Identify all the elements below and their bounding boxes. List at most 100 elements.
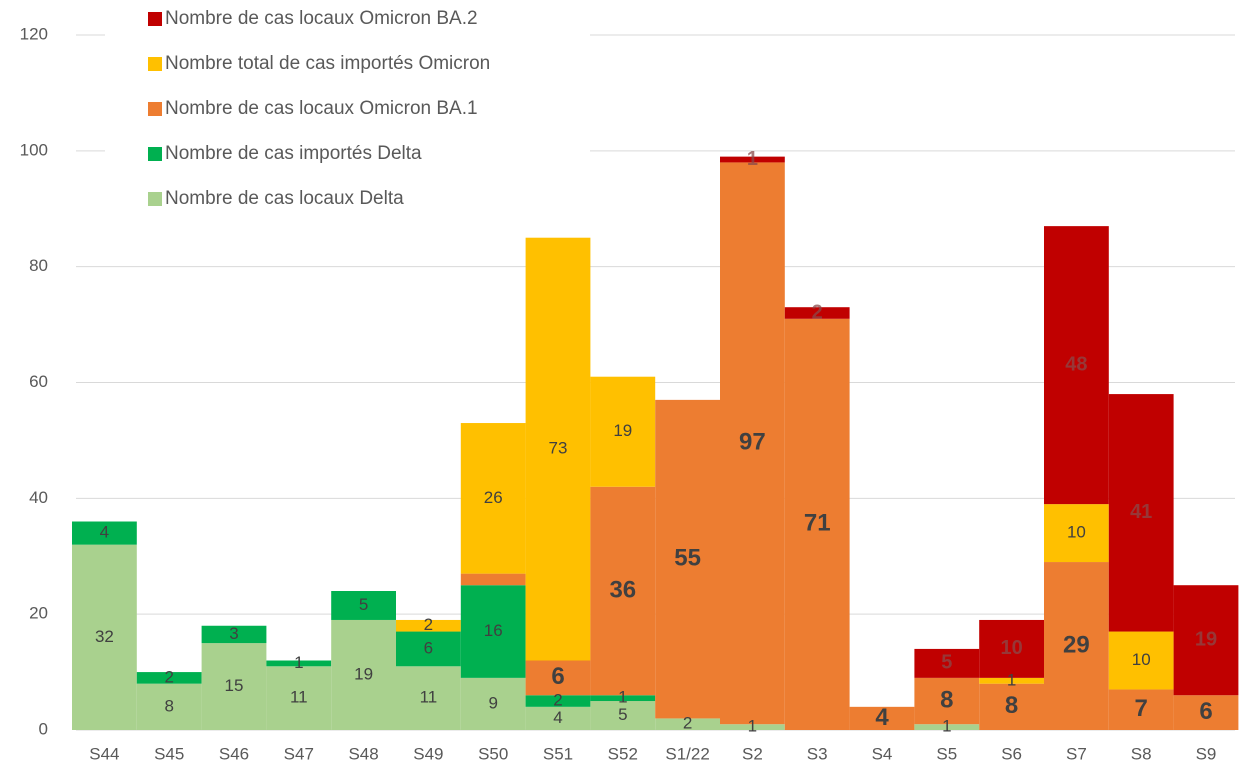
data-label: 19 xyxy=(613,421,632,440)
data-label: 36 xyxy=(609,576,636,603)
bar-segment xyxy=(396,666,461,730)
bar-segment xyxy=(1044,504,1109,563)
bar-segment xyxy=(1044,562,1109,730)
bar-segment xyxy=(396,631,461,667)
legend-swatch xyxy=(148,12,162,26)
data-label: 4 xyxy=(100,523,109,542)
bar-segment xyxy=(460,677,526,730)
bar-segment xyxy=(914,677,980,725)
data-label: 29 xyxy=(1063,631,1090,658)
bar-segment xyxy=(720,724,785,730)
data-label: 10 xyxy=(1000,637,1022,659)
bar-segment xyxy=(784,307,850,319)
x-tick-label: S51 xyxy=(543,744,573,763)
data-label: 3 xyxy=(229,624,238,643)
x-tick-label: S49 xyxy=(413,744,443,763)
x-tick-label: S52 xyxy=(608,744,638,763)
bar-segment xyxy=(331,591,396,620)
data-label: 9 xyxy=(488,693,497,712)
bar-segment xyxy=(784,318,850,730)
data-label: 10 xyxy=(1067,523,1086,542)
data-label: 5 xyxy=(618,705,627,724)
bar-segment xyxy=(979,619,1044,678)
bar-segment xyxy=(396,619,461,632)
data-label: 1 xyxy=(747,148,758,170)
data-label: 1 xyxy=(294,653,303,672)
bar-segment xyxy=(914,724,980,730)
bar-segment xyxy=(266,666,332,730)
data-label: 11 xyxy=(420,688,438,707)
data-label: 48 xyxy=(1065,353,1087,375)
bar-segment xyxy=(201,625,267,644)
data-label: 4 xyxy=(553,708,562,727)
legend-swatch xyxy=(148,57,162,71)
bar-segment xyxy=(590,486,656,696)
bar-segment xyxy=(525,706,591,730)
x-tick-label: S7 xyxy=(1066,744,1087,763)
legend-text: Nombre de cas importés Delta xyxy=(165,143,422,164)
bar-segment xyxy=(266,660,332,667)
bar-segment xyxy=(460,585,526,678)
legend-text: Nombre de cas locaux Omicron BA.1 xyxy=(165,98,478,119)
bar-segment xyxy=(136,672,202,684)
bar-segment xyxy=(460,423,526,574)
data-label: 16 xyxy=(484,621,503,640)
data-label: 2 xyxy=(424,615,433,634)
data-label: 1 xyxy=(748,717,757,736)
bar-segment xyxy=(590,376,656,487)
data-label: 6 xyxy=(424,638,433,657)
bar-segment xyxy=(72,521,137,545)
data-label: 1 xyxy=(942,717,951,736)
x-tick-label: S50 xyxy=(478,744,508,763)
data-label: 2 xyxy=(812,301,823,323)
x-tick-label: S48 xyxy=(348,744,378,763)
x-tick-label: S1/22 xyxy=(665,744,709,763)
x-tick-label: S8 xyxy=(1131,744,1152,763)
data-label: 7 xyxy=(1135,695,1148,722)
y-tick-label: 0 xyxy=(39,719,48,738)
data-label: 5 xyxy=(941,652,952,674)
data-label: 41 xyxy=(1130,501,1152,523)
data-label: 5 xyxy=(359,595,368,614)
bar-segment xyxy=(720,162,785,725)
bar-segment xyxy=(331,619,396,730)
data-label: 2 xyxy=(164,667,173,686)
y-tick-label: 60 xyxy=(29,372,48,391)
bar-segment xyxy=(460,573,526,586)
y-tick-label: 80 xyxy=(29,256,48,275)
legend-swatch xyxy=(148,192,162,206)
x-tick-label: S6 xyxy=(1001,744,1022,763)
bar-segment xyxy=(720,156,785,163)
bar-segment xyxy=(201,643,267,730)
x-tick-label: S4 xyxy=(872,744,893,763)
y-tick-label: 20 xyxy=(29,604,48,623)
bar-segment xyxy=(525,660,591,696)
data-label: 8 xyxy=(164,696,173,715)
data-label: 19 xyxy=(354,664,373,683)
x-tick-label: S2 xyxy=(742,744,763,763)
bar-segment xyxy=(590,695,656,702)
data-label: 15 xyxy=(225,676,244,695)
data-label: 71 xyxy=(804,510,831,537)
data-label: 73 xyxy=(549,439,568,458)
bar-segment xyxy=(979,677,1044,684)
data-label: 2 xyxy=(553,691,562,710)
data-label: 8 xyxy=(940,686,953,713)
x-tick-label: S9 xyxy=(1196,744,1217,763)
data-label: 8 xyxy=(1005,692,1018,719)
bar-segment xyxy=(1044,226,1109,505)
bar-segment xyxy=(1108,689,1174,730)
legend-text: Nombre de cas locaux Delta xyxy=(165,188,404,209)
bar-segment xyxy=(1173,585,1239,696)
bar-segment xyxy=(136,683,202,730)
data-label: 1 xyxy=(618,688,627,707)
bar-segment xyxy=(72,544,137,730)
bar-segment xyxy=(1173,695,1239,730)
x-tick-label: S5 xyxy=(936,744,957,763)
bar-segment xyxy=(1108,631,1174,690)
data-label: 10 xyxy=(1132,650,1151,669)
data-label: 1 xyxy=(1007,670,1016,689)
bar-segment xyxy=(655,399,720,719)
bar-segment xyxy=(914,648,980,678)
